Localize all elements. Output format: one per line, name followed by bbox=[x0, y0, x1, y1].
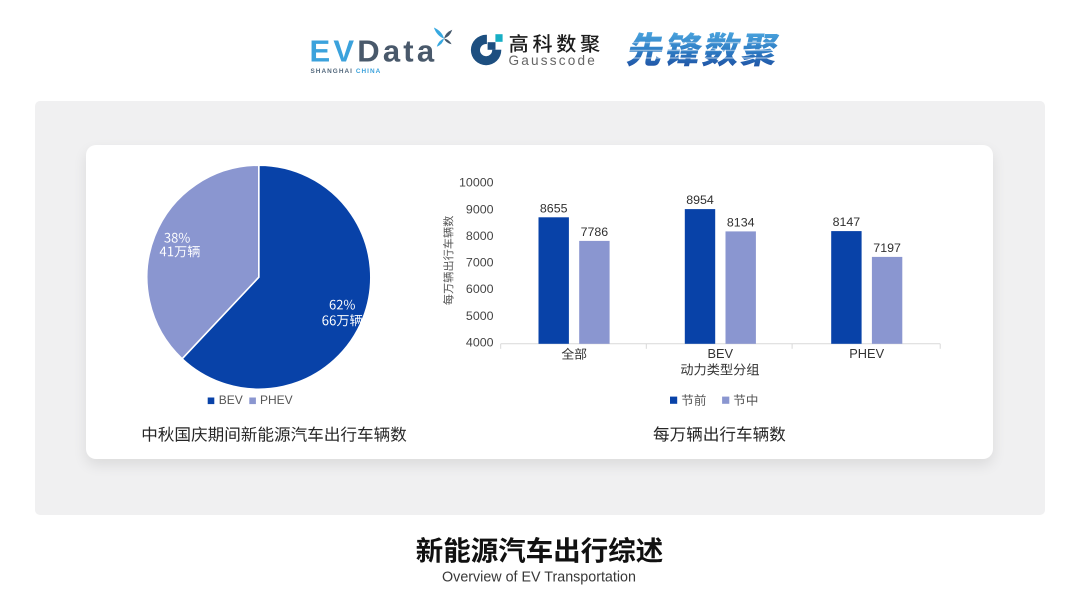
svg-text:5000: 5000 bbox=[466, 309, 494, 323]
svg-text:Gausscode: Gausscode bbox=[509, 53, 598, 68]
svg-text:SHANGHAI CHINA: SHANGHAI CHINA bbox=[311, 68, 382, 75]
svg-text:BEV: BEV bbox=[219, 393, 243, 407]
svg-text:7786: 7786 bbox=[581, 225, 609, 239]
svg-text:7000: 7000 bbox=[466, 256, 494, 270]
svg-text:EVData: EVData bbox=[310, 34, 438, 69]
svg-text:BEV: BEV bbox=[707, 346, 733, 361]
svg-text:8000: 8000 bbox=[466, 229, 494, 243]
svg-text:10000: 10000 bbox=[459, 176, 494, 190]
svg-text:4000: 4000 bbox=[466, 335, 494, 349]
svg-text:8147: 8147 bbox=[833, 215, 861, 229]
svg-text:6000: 6000 bbox=[466, 282, 494, 296]
svg-text:8655: 8655 bbox=[540, 201, 568, 215]
svg-text:7197: 7197 bbox=[873, 241, 901, 255]
svg-text:8954: 8954 bbox=[686, 193, 714, 207]
svg-text:PHEV: PHEV bbox=[260, 393, 293, 407]
svg-text:Overview of EV Transportation: Overview of EV Transportation bbox=[442, 570, 636, 586]
svg-text:8134: 8134 bbox=[727, 215, 755, 229]
svg-text:PHEV: PHEV bbox=[849, 346, 884, 361]
svg-text:9000: 9000 bbox=[466, 202, 494, 216]
